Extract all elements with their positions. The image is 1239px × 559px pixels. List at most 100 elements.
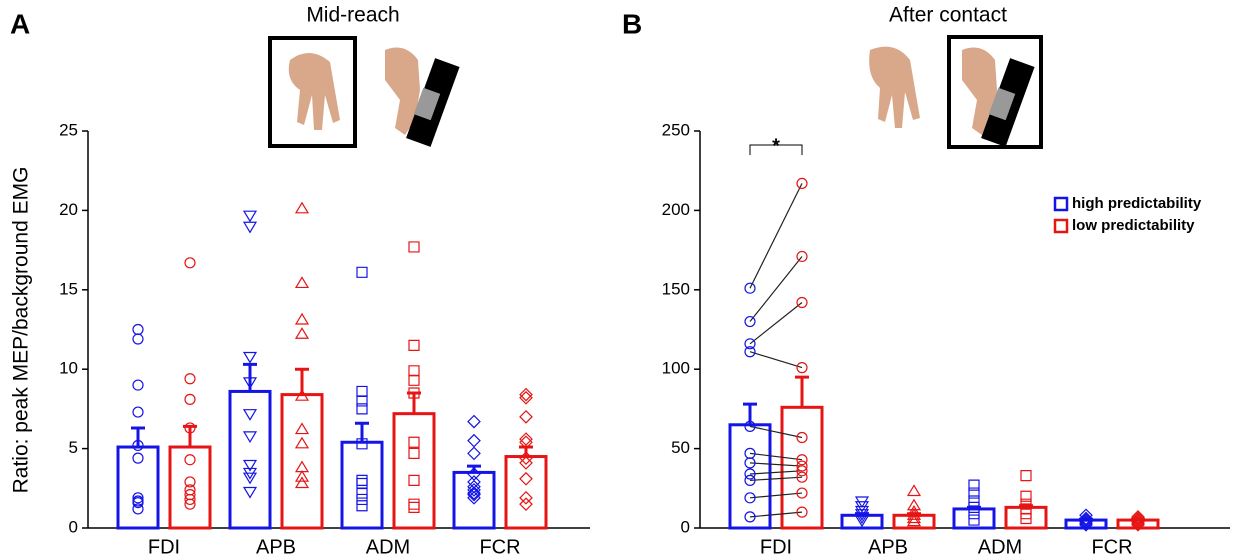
pair-line bbox=[750, 471, 802, 474]
data-point bbox=[185, 394, 195, 404]
data-point bbox=[133, 453, 143, 463]
y-tick-label: 250 bbox=[662, 120, 690, 139]
bar bbox=[730, 425, 770, 528]
data-point bbox=[296, 277, 308, 287]
data-point bbox=[357, 501, 367, 511]
x-tick-label: FDI bbox=[760, 536, 792, 558]
data-point bbox=[409, 475, 419, 485]
y-tick-label: 200 bbox=[662, 200, 690, 219]
y-tick-label: 0 bbox=[681, 517, 690, 536]
y-tick-label: 10 bbox=[59, 359, 78, 378]
annotation: * bbox=[772, 135, 780, 157]
data-point bbox=[1021, 471, 1031, 481]
page: A B 0 5 10 15 20 25 Mid-reach Ratio: peak MEP/b… bbox=[0, 0, 1239, 559]
data-point bbox=[185, 258, 195, 268]
panel-letter: A bbox=[10, 8, 30, 39]
pair-line bbox=[750, 493, 802, 498]
pair-line bbox=[750, 256, 802, 321]
data-point bbox=[409, 437, 419, 447]
data-point bbox=[468, 435, 480, 447]
data-point bbox=[357, 494, 367, 504]
data-point bbox=[409, 448, 419, 458]
data-point bbox=[969, 515, 979, 525]
bar bbox=[394, 414, 434, 528]
data-point bbox=[357, 488, 367, 498]
pair-line bbox=[750, 303, 802, 344]
data-point bbox=[357, 386, 367, 396]
y-tick-label: 25 bbox=[59, 120, 78, 139]
data-point bbox=[357, 479, 367, 489]
data-point bbox=[296, 438, 308, 448]
data-point bbox=[244, 432, 256, 442]
data-point bbox=[185, 374, 195, 384]
x-tick-label: FCR bbox=[1091, 536, 1132, 558]
y-tick-label: 50 bbox=[671, 438, 690, 457]
pair-line bbox=[750, 183, 802, 288]
data-point bbox=[908, 485, 920, 495]
data-point bbox=[357, 267, 367, 277]
data-point bbox=[468, 447, 480, 459]
y-tick-label: 20 bbox=[59, 200, 78, 219]
data-point bbox=[409, 242, 419, 252]
data-point bbox=[296, 328, 308, 338]
legend-label: low predictability bbox=[1072, 217, 1195, 234]
data-point bbox=[244, 487, 256, 497]
y-tick-label: 5 bbox=[69, 438, 78, 457]
data-point bbox=[296, 203, 308, 213]
pair-line bbox=[750, 426, 802, 437]
x-tick-label: ADM bbox=[978, 536, 1022, 558]
data-point bbox=[468, 416, 480, 428]
pair-line bbox=[750, 463, 802, 466]
hand-illustration bbox=[869, 37, 1041, 147]
data-point bbox=[244, 352, 256, 362]
legend-swatch bbox=[1055, 220, 1067, 232]
y-tick-label: 100 bbox=[662, 359, 690, 378]
legend-swatch bbox=[1055, 198, 1067, 210]
data-point bbox=[409, 499, 419, 509]
data-point bbox=[296, 424, 308, 434]
data-point bbox=[296, 471, 308, 481]
data-point bbox=[133, 325, 143, 335]
data-point bbox=[409, 502, 419, 512]
legend-label: high predictability bbox=[1072, 195, 1202, 212]
data-point bbox=[296, 314, 308, 324]
data-point bbox=[409, 366, 419, 376]
data-point bbox=[133, 380, 143, 390]
bar bbox=[782, 407, 822, 528]
data-point bbox=[409, 340, 419, 350]
x-tick-label: APB bbox=[868, 536, 908, 558]
data-point bbox=[133, 334, 143, 344]
data-point bbox=[409, 375, 419, 385]
x-tick-label: FDI bbox=[148, 536, 180, 558]
data-point bbox=[520, 411, 532, 423]
data-point bbox=[520, 473, 532, 485]
bar bbox=[230, 391, 270, 528]
pair-line bbox=[750, 477, 802, 480]
hand-illustration bbox=[270, 38, 460, 147]
y-axis-label: Ratio: peak MEP/background EMG bbox=[10, 167, 33, 494]
data-point bbox=[244, 222, 256, 232]
pair-line bbox=[750, 352, 802, 368]
chart: A B 0 5 10 15 20 25 Mid-reach Ratio: peak MEP/b… bbox=[0, 0, 1239, 559]
x-tick-label: ADM bbox=[366, 536, 410, 558]
data-point bbox=[357, 475, 367, 485]
y-tick-label: 150 bbox=[662, 279, 690, 298]
panel-letter: B bbox=[622, 8, 642, 39]
data-point bbox=[244, 410, 256, 420]
data-point bbox=[133, 407, 143, 417]
x-tick-label: FCR bbox=[479, 536, 520, 558]
chart-title: Mid-reach bbox=[306, 4, 399, 27]
y-tick-label: 15 bbox=[59, 279, 78, 298]
pair-line bbox=[750, 512, 802, 517]
error-bar bbox=[795, 377, 809, 407]
data-point bbox=[468, 476, 480, 488]
data-point bbox=[244, 211, 256, 221]
pair-line bbox=[750, 453, 802, 459]
bar bbox=[1006, 507, 1046, 528]
chart-title: After contact bbox=[889, 4, 1007, 27]
x-tick-label: APB bbox=[256, 536, 296, 558]
data-point bbox=[185, 455, 195, 465]
data-point bbox=[520, 457, 532, 469]
bar bbox=[118, 447, 158, 528]
y-tick-label: 0 bbox=[69, 517, 78, 536]
